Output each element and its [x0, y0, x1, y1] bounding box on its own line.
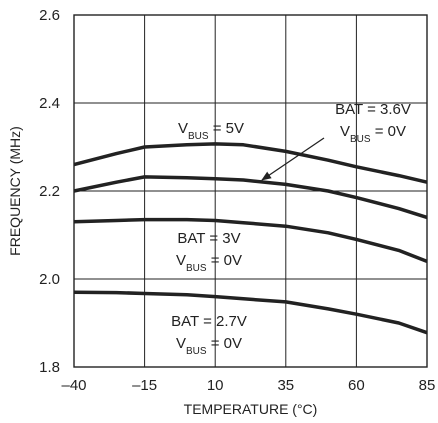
- series-label-line: BAT = 2.7V: [171, 313, 247, 330]
- series-group: [73, 142, 428, 335]
- series-label-4: BAT = 2.7V VBUS = 0V: [171, 313, 247, 357]
- y-tick-label: 1.8: [39, 359, 60, 376]
- y-tick-label: 2.4: [39, 95, 60, 112]
- x-tick-label: 60: [348, 377, 365, 394]
- x-tick-label: 35: [277, 377, 294, 394]
- annotations: VBUS = 5V BAT = 3.6V VBUS = 0V BAT = 3V VBUS…: [171, 101, 411, 357]
- series-label-line: VBUS = 0V: [176, 335, 242, 357]
- y-tick-label: 2.2: [39, 183, 60, 200]
- series-line-3: [73, 217, 428, 264]
- grid: [73, 14, 428, 368]
- series-line-1: [73, 142, 428, 184]
- series-label-line: VBUS = 5V: [178, 120, 244, 142]
- tick-labels: –40 –15 10 35 60 85 1.8 2.0 2.2 2.4 2.6: [39, 7, 435, 394]
- series-line-2: [73, 175, 428, 220]
- series-label-line: BAT = 3V: [177, 230, 240, 247]
- series-label-3: BAT = 3V VBUS = 0V: [176, 230, 242, 274]
- annotation-arrow: [261, 137, 325, 181]
- x-axis-label: TEMPERATURE (°C): [184, 401, 318, 417]
- series-label-1: VBUS = 5V: [178, 120, 244, 142]
- x-tick-label: 85: [419, 377, 436, 394]
- series-label-line: BAT = 3.6V: [335, 101, 411, 118]
- y-tick-label: 2.0: [39, 271, 60, 288]
- series-label-line: VBUS = 0V: [176, 252, 242, 274]
- series-label-line: VBUS = 0V: [340, 123, 406, 145]
- x-tick-label: –15: [132, 377, 157, 394]
- y-axis-label: FREQUENCY (MHz): [7, 126, 23, 256]
- series-line-4: [73, 290, 428, 335]
- x-tick-label: –40: [61, 377, 86, 394]
- series-label-2: BAT = 3.6V VBUS = 0V: [335, 101, 411, 145]
- y-tick-label: 2.6: [39, 7, 60, 24]
- x-tick-label: 10: [207, 377, 224, 394]
